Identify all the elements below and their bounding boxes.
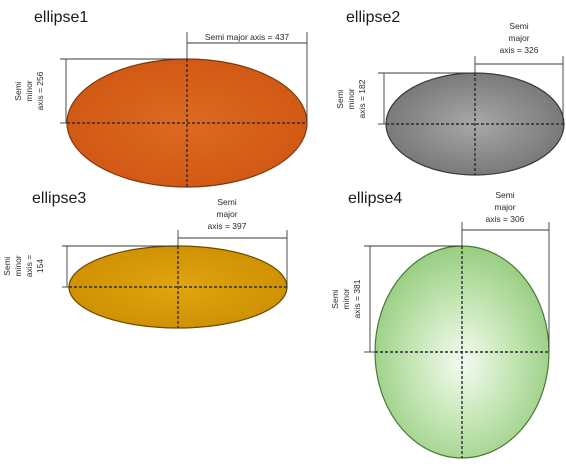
ellipse2-minor-label-3: axis = 182 bbox=[357, 79, 367, 118]
ellipse1-minor-label-2: minor bbox=[24, 80, 34, 101]
ellipse3-minor-label-1: Semi bbox=[2, 256, 12, 275]
ellipse2-major-label-1: Semi bbox=[509, 21, 528, 31]
ellipse2-group: ellipse2 Semi major axis = 326 Semi mino… bbox=[335, 9, 565, 176]
ellipse3-minor-label-2: minor bbox=[13, 255, 23, 276]
ellipse1-minor-label-1: Semi bbox=[13, 81, 23, 100]
ellipse4-major-label-1: Semi bbox=[495, 190, 514, 200]
ellipse1-minor-label-3: axis = 256 bbox=[35, 71, 45, 110]
ellipse2-minor-label-1: Semi bbox=[335, 89, 345, 108]
ellipse3-minor-label-3: axis = bbox=[24, 255, 34, 277]
ellipse2-major-label-3: axis = 326 bbox=[500, 45, 539, 55]
ellipse3-minor-label-4: 154 bbox=[35, 259, 45, 273]
ellipse1-group: ellipse1 Semi major axis = 437 Semi mino… bbox=[13, 9, 308, 188]
ellipse3-major-label-2: major bbox=[216, 209, 237, 219]
ellipse2-major-label-2: major bbox=[508, 33, 529, 43]
ellipse2-minor-label-2: minor bbox=[346, 88, 356, 109]
ellipse4-major-label-3: axis = 306 bbox=[486, 214, 525, 224]
ellipse3-major-label-1: Semi bbox=[217, 197, 236, 207]
ellipse4-group: ellipse4 Semi major axis = 306 Semi mino… bbox=[330, 190, 550, 459]
ellipse1-title: ellipse1 bbox=[34, 9, 88, 26]
ellipse3-group: ellipse3 Semi major axis = 397 Semi mino… bbox=[2, 190, 288, 329]
ellipse4-title: ellipse4 bbox=[348, 190, 402, 207]
ellipse3-major-label-3: axis = 397 bbox=[208, 221, 247, 231]
ellipse4-minor-label-1: Semi bbox=[330, 289, 340, 308]
ellipse1-major-label: Semi major axis = 437 bbox=[205, 32, 290, 42]
ellipse3-title: ellipse3 bbox=[32, 190, 86, 207]
ellipse2-title: ellipse2 bbox=[346, 9, 400, 26]
ellipse4-minor-label-3: axis = 381 bbox=[352, 279, 362, 318]
ellipse4-minor-label-2: minor bbox=[341, 288, 351, 309]
ellipse4-major-label-2: major bbox=[494, 202, 515, 212]
